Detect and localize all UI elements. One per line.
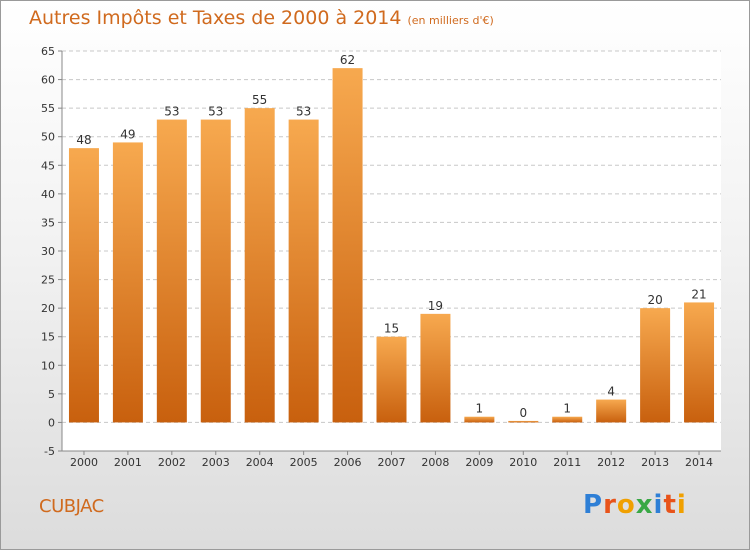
bar-2012 [596,399,627,423]
brand-logo: Proxiti [583,490,687,520]
brand-letter: x [635,490,654,520]
value-label-2001: 49 [120,127,135,141]
y-tick-label: 25 [41,274,55,287]
value-label-2003: 53 [208,105,223,119]
brand-letter: P [583,490,604,520]
value-label-2010: 0 [519,406,527,420]
bar-2011 [552,416,583,423]
x-tick-label-2000: 2000 [70,456,98,469]
bar-2005 [288,119,319,423]
x-tick-label-2008: 2008 [421,456,449,469]
chart-title: Autres Impôts et Taxes de 2000 à 2014 (en… [29,7,494,29]
value-label-2007: 15 [384,322,399,336]
value-label-2008: 19 [428,299,443,313]
bar-2009 [464,416,495,423]
x-tick-label-2001: 2001 [114,456,142,469]
y-axis-ticks: -5 0 5 10 15 20 25 30 35 40 45 50 55 60 65 [41,45,62,458]
y-tick-label: 65 [41,45,55,58]
value-label-2006: 62 [340,53,355,67]
y-tick-label: 45 [41,159,55,172]
value-label-2002: 53 [164,105,179,119]
bar-2008 [420,313,451,423]
bar-2010 [508,420,539,423]
brand-letter: r [603,490,617,520]
y-tick-label: 60 [41,74,55,87]
y-tick-label: 10 [41,359,55,372]
bar-2003 [200,119,231,423]
chart-title-text: Autres Impôts et Taxes de 2000 à 2014 [29,7,402,29]
chart-subtitle: (en milliers d'€) [407,14,494,27]
x-tick-label-2012: 2012 [597,456,625,469]
value-label-2004: 55 [252,93,267,107]
value-label-2011: 1 [563,402,571,416]
bar-2000 [68,148,99,423]
bar-2001 [112,142,143,423]
x-tick-label-2002: 2002 [158,456,186,469]
x-tick-label-2010: 2010 [509,456,537,469]
x-tick-label-2006: 2006 [334,456,362,469]
brand-letter: o [616,490,636,520]
brand-letter: i [653,490,664,520]
bar-2004 [244,108,275,423]
value-label-2014: 21 [691,287,706,301]
x-tick-label-2009: 2009 [465,456,493,469]
bars [68,68,715,423]
y-tick-label: 55 [41,102,55,115]
x-tick-label-2005: 2005 [290,456,318,469]
x-axis-ticks: 2000 2001 2002 2003 2004 2005 2006 2007 2008 2009… [70,451,713,469]
brand-letter: i [676,490,687,520]
x-tick-label-2011: 2011 [553,456,581,469]
y-tick-label: 20 [41,302,55,315]
x-tick-label-2013: 2013 [641,456,669,469]
value-label-2012: 4 [607,385,615,399]
x-tick-label-2007: 2007 [378,456,406,469]
bar-2006 [332,68,363,423]
value-label-2000: 48 [76,133,91,147]
y-tick-label: 50 [41,131,55,144]
y-tick-label: 30 [41,245,55,258]
x-tick-label-2014: 2014 [685,456,713,469]
bar-2002 [156,119,187,423]
x-tick-label-2003: 2003 [202,456,230,469]
brand-letter: t [663,490,677,520]
y-tick-label: 15 [41,331,55,344]
value-label-2005: 53 [296,105,311,119]
location-label: CUBJAC [39,496,104,517]
value-label-2009: 1 [476,402,484,416]
bar-2014 [684,302,715,423]
y-tick-label: 40 [41,188,55,201]
x-tick-label-2004: 2004 [246,456,274,469]
value-label-2013: 20 [647,293,662,307]
y-tick-label: 0 [48,416,55,429]
bar-2007 [376,336,407,423]
y-tick-label: -5 [44,445,55,458]
y-tick-label: 35 [41,216,55,229]
bar-2013 [640,308,671,423]
y-tick-label: 5 [48,388,55,401]
